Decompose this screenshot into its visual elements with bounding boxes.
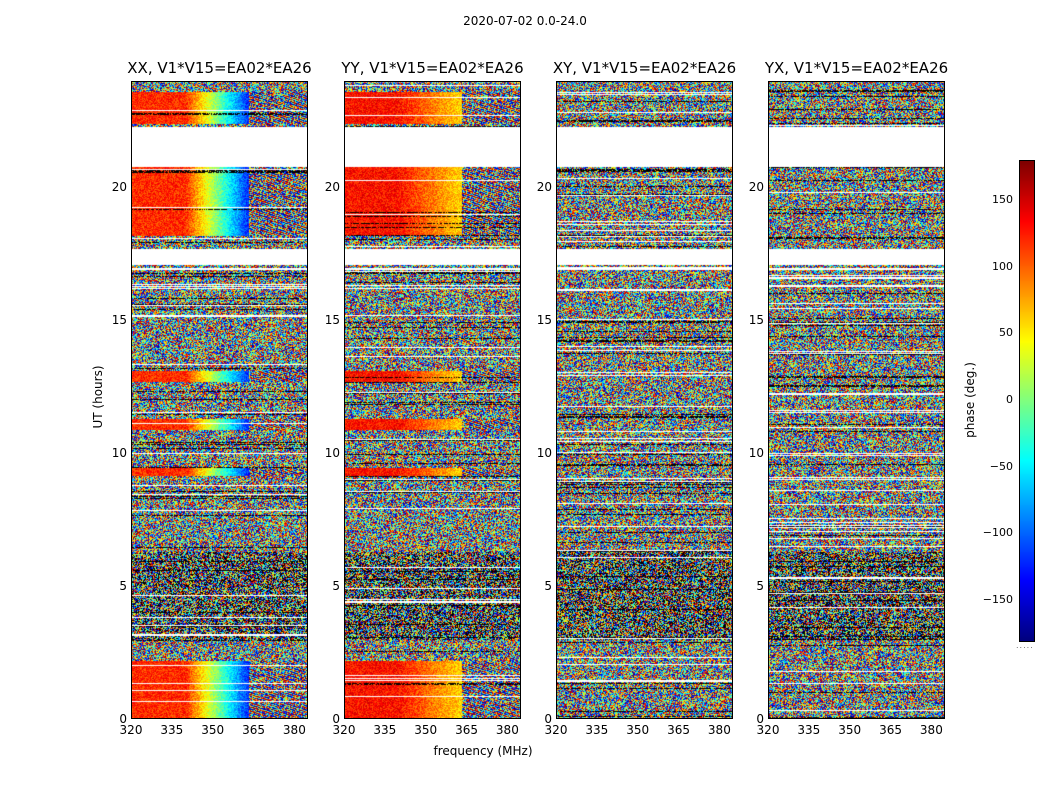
y-tick-label: 0 <box>544 712 552 726</box>
panel-frame <box>344 81 521 719</box>
x-tick-label: 335 <box>797 723 821 737</box>
panel-title-xy: XY, V1*V15=EA02*EA26 <box>552 59 737 77</box>
y-tick-label: 10 <box>111 446 127 461</box>
y-tick-label: 20 <box>536 180 552 195</box>
colorbar-gradient <box>1020 161 1034 641</box>
figure-suptitle: 2020-07-02 0.0-24.0 <box>463 14 587 28</box>
colorbar-tick-label: −100 <box>982 526 1013 540</box>
x-tick-label: 380 <box>495 723 519 737</box>
x-tick-label: 365 <box>667 723 690 737</box>
x-tick-label: 350 <box>838 723 862 737</box>
y-tick-label: 15 <box>111 313 127 328</box>
x-tick-label: 365 <box>879 723 902 737</box>
x-tick-label: 380 <box>707 723 731 737</box>
y-tick-label: 15 <box>536 313 552 328</box>
y-tick-label: 15 <box>748 313 764 328</box>
panel-title-yy: YY, V1*V15=EA02*EA26 <box>341 59 524 77</box>
y-tick-label: 10 <box>324 446 340 461</box>
y-tick-label: 5 <box>756 579 764 594</box>
x-tick-label: 365 <box>455 723 478 737</box>
x-tick-label: 320 <box>119 723 143 737</box>
colorbar-tick-label: −150 <box>982 593 1013 606</box>
x-tick-label: 320 <box>332 723 356 737</box>
y-tick-label: 0 <box>332 712 340 726</box>
heatmap-panel-yy <box>344 81 521 719</box>
y-tick-label: 20 <box>324 180 340 195</box>
y-tick-label: 15 <box>324 313 340 328</box>
colorbar-tick-label: 150 <box>992 193 1013 206</box>
x-axis-label: frequency (MHz) <box>433 744 533 758</box>
panel-frame <box>556 81 733 719</box>
panel-frame <box>131 81 308 719</box>
colorbar-label: phase (deg.) <box>963 362 977 438</box>
y-tick-label: 5 <box>544 579 552 594</box>
y-tick-label: 20 <box>748 180 764 195</box>
y-tick-label: 0 <box>756 712 764 726</box>
x-tick-label: 350 <box>414 723 438 737</box>
heatmap-panel-xy <box>556 81 733 719</box>
x-tick-label: 335 <box>585 723 609 737</box>
colorbar-tick-label: −50 <box>989 459 1013 473</box>
y-tick-label: 0 <box>119 712 127 726</box>
panel-title-yx: YX, V1*V15=EA02*EA26 <box>764 59 949 77</box>
x-tick-label: 380 <box>919 723 943 737</box>
y-tick-label: 10 <box>748 446 764 461</box>
heatmap-cells-yx <box>768 81 945 719</box>
panel-title-xx: XX, V1*V15=EA02*EA26 <box>127 59 312 77</box>
heatmap-panel-yx <box>768 81 945 719</box>
y-tick-label: 10 <box>536 446 552 461</box>
panel-frame <box>768 81 945 719</box>
heatmap-cells-yy <box>344 81 521 719</box>
x-tick-label: 380 <box>282 723 306 737</box>
y-tick-label: 5 <box>332 579 340 594</box>
x-tick-label: 320 <box>756 723 780 737</box>
x-tick-label: 350 <box>201 723 225 737</box>
x-tick-label: 350 <box>626 723 650 737</box>
x-tick-label: 365 <box>242 723 265 737</box>
x-tick-label: 320 <box>544 723 568 737</box>
heatmap-cells-xy <box>556 81 733 719</box>
colorbar-tick-label: 50 <box>999 326 1013 340</box>
heatmap-panel-xx <box>131 81 308 719</box>
colorbar-tick-label: 100 <box>992 259 1013 273</box>
heatmap-cells-xx <box>131 81 308 719</box>
colorbar-offset-dots: ..... <box>1016 641 1034 650</box>
colorbar <box>1019 160 1035 642</box>
colorbar-tick-label: 0 <box>1006 393 1013 406</box>
x-tick-label: 335 <box>373 723 397 737</box>
y-axis-label: UT (hours) <box>91 365 105 429</box>
y-tick-label: 20 <box>111 180 127 195</box>
x-tick-label: 335 <box>160 723 184 737</box>
y-tick-label: 5 <box>119 579 127 594</box>
